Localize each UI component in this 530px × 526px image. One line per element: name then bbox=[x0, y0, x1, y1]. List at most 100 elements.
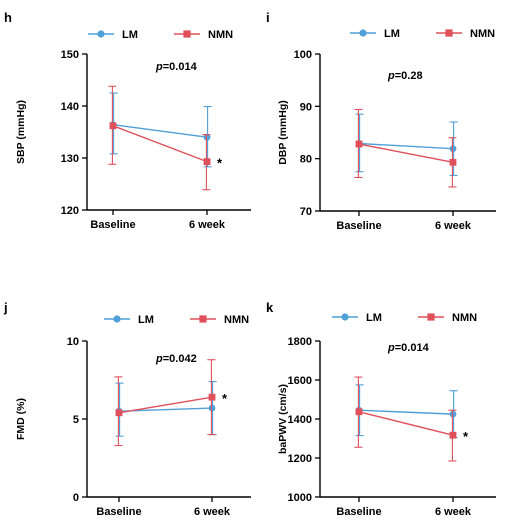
y-axis-title: baPWV (cm/s) bbox=[277, 384, 289, 454]
x-tick-label: Baseline bbox=[336, 506, 381, 518]
x-tick-label: 6 week bbox=[435, 220, 472, 232]
legend: LM NMN bbox=[104, 314, 249, 326]
p-symbol: p bbox=[387, 342, 395, 354]
legend-label-lm: LM bbox=[122, 29, 138, 41]
y-tick-label: 100 bbox=[294, 49, 312, 61]
legend-marker-lm bbox=[97, 30, 105, 38]
panel-letter: k bbox=[266, 300, 274, 315]
y-tick-label: 1000 bbox=[288, 492, 312, 504]
significance-mark: * bbox=[463, 429, 469, 444]
y-tick-label: 1200 bbox=[288, 453, 312, 465]
y-axis-title: SBP (mmHg) bbox=[15, 100, 27, 164]
axes: 120 130 140 150 Baseline 6 week bbox=[61, 49, 251, 231]
x-tick-label: 6 week bbox=[194, 506, 231, 518]
p-value-label: p=0.042 bbox=[155, 353, 197, 365]
y-tick-label: 1400 bbox=[288, 414, 312, 426]
x-tick-label: Baseline bbox=[336, 220, 381, 232]
data-point bbox=[355, 408, 363, 416]
panel-letter: j bbox=[3, 300, 8, 315]
legend-marker-lm bbox=[341, 313, 349, 321]
significance-mark: * bbox=[217, 156, 223, 171]
p-symbol: p bbox=[155, 353, 163, 365]
x-tick-label: 6 week bbox=[189, 219, 226, 231]
panel-letter: i bbox=[266, 10, 270, 25]
panel-k: k LM NMN 1000 1200 1400 1600 1800 Baseline 6 week… bbox=[266, 300, 496, 518]
axes: 0 5 10 Baseline 6 week bbox=[67, 336, 251, 518]
series-lm bbox=[115, 381, 217, 437]
y-axis-title: DBP (mmHg) bbox=[277, 100, 289, 165]
series-nmn bbox=[108, 85, 211, 191]
legend: LM NMN bbox=[350, 28, 495, 40]
legend-marker-lm bbox=[113, 315, 121, 323]
y-tick-label: 10 bbox=[67, 336, 79, 348]
legend-marker-nmn bbox=[427, 313, 435, 321]
series-line bbox=[358, 409, 454, 415]
p-value-label: p=0.014 bbox=[387, 342, 430, 354]
y-axis-title: FMD (%) bbox=[15, 398, 27, 440]
p-value-number: =0.014 bbox=[395, 342, 430, 354]
series-line bbox=[358, 411, 454, 436]
p-value-number: =0.042 bbox=[163, 353, 197, 365]
y-tick-label: 80 bbox=[300, 154, 312, 166]
x-tick-label: Baseline bbox=[96, 506, 141, 518]
data-point bbox=[115, 409, 123, 417]
legend-label-lm: LM bbox=[384, 28, 400, 40]
data-point bbox=[449, 410, 457, 418]
data-point bbox=[208, 393, 216, 401]
y-tick-label: 70 bbox=[300, 206, 312, 218]
p-symbol: p bbox=[387, 70, 395, 82]
y-tick-label: 140 bbox=[61, 101, 79, 113]
p-value-number: =0.28 bbox=[395, 70, 423, 82]
legend-label-nmn: NMN bbox=[470, 28, 495, 40]
p-value-number: =0.014 bbox=[163, 61, 198, 73]
series-nmn bbox=[114, 359, 216, 447]
series-line bbox=[112, 124, 208, 138]
p-value-label: p=0.014 bbox=[155, 61, 198, 73]
series-nmn bbox=[354, 376, 457, 462]
legend: LM NMN bbox=[88, 29, 233, 41]
y-tick-label: 150 bbox=[61, 49, 79, 61]
data-point bbox=[449, 145, 457, 153]
series-line bbox=[358, 143, 454, 164]
p-value-label: p=0.28 bbox=[387, 70, 423, 82]
significance-mark: * bbox=[222, 391, 228, 406]
legend-label-lm: LM bbox=[138, 314, 154, 326]
axes: 1000 1200 1400 1600 1800 Baseline 6 week bbox=[288, 336, 496, 518]
x-tick-label: Baseline bbox=[90, 219, 135, 231]
legend-label-nmn: NMN bbox=[224, 314, 249, 326]
panel-j: j LM NMN 0 5 10 Baseline 6 week FMD (%) p=0.042 * bbox=[3, 300, 251, 518]
panel-h: h LM NMN 120 130 140 150 Baseline 6 week SBP (mmH… bbox=[4, 10, 251, 231]
y-tick-label: 1800 bbox=[288, 336, 312, 348]
axes: 70 80 90 100 Baseline 6 week bbox=[294, 49, 496, 232]
x-tick-label: 6 week bbox=[435, 506, 472, 518]
data-point bbox=[109, 122, 117, 130]
legend-marker-lm bbox=[359, 29, 367, 37]
series-lm bbox=[355, 384, 458, 439]
series-line bbox=[358, 142, 454, 150]
y-tick-label: 120 bbox=[61, 205, 79, 217]
y-tick-label: 130 bbox=[61, 153, 79, 165]
series-lm bbox=[355, 113, 458, 176]
data-point bbox=[355, 140, 363, 148]
data-point bbox=[449, 431, 457, 439]
p-symbol: p bbox=[155, 61, 163, 73]
series-line bbox=[112, 125, 208, 163]
series-nmn bbox=[354, 108, 457, 188]
data-point bbox=[203, 158, 211, 166]
legend-marker-nmn bbox=[445, 29, 453, 37]
data-point bbox=[203, 133, 211, 141]
data-point bbox=[208, 404, 216, 412]
y-tick-label: 90 bbox=[300, 101, 312, 113]
legend: LM NMN bbox=[332, 312, 477, 324]
y-tick-label: 5 bbox=[73, 414, 79, 426]
y-tick-label: 1600 bbox=[288, 375, 312, 387]
panel-i: i LM NMN 70 80 90 100 Baseline 6 week DBP (mmHg) p… bbox=[266, 10, 496, 232]
legend-label-lm: LM bbox=[366, 312, 382, 324]
series-line bbox=[118, 396, 213, 414]
legend-marker-nmn bbox=[183, 30, 191, 38]
y-tick-label: 0 bbox=[73, 492, 79, 504]
legend-marker-nmn bbox=[199, 315, 207, 323]
panel-letter: h bbox=[4, 10, 12, 25]
legend-label-nmn: NMN bbox=[452, 312, 477, 324]
